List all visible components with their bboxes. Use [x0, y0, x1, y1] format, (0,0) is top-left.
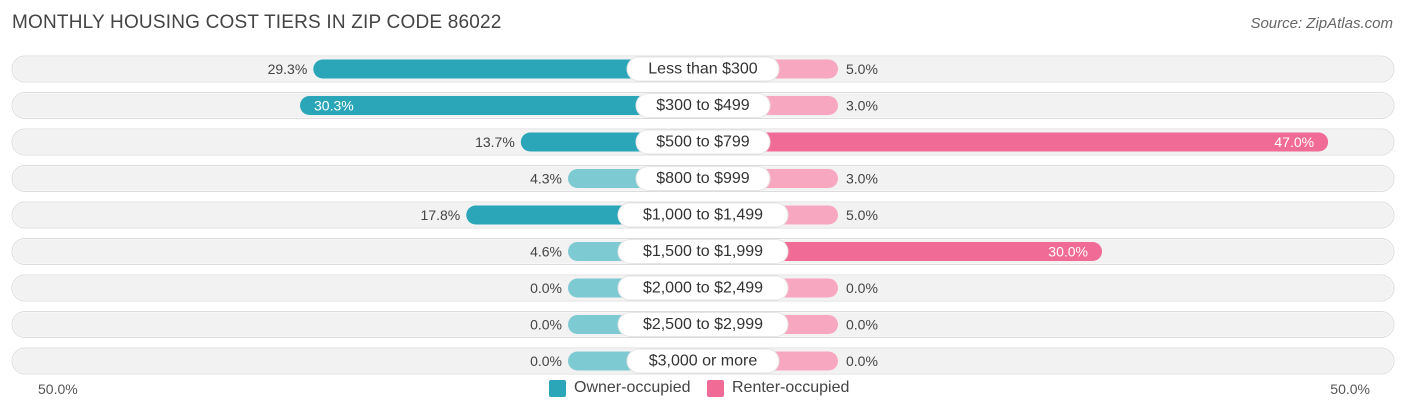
owner-value-label: 17.8% [421, 207, 461, 223]
renter-bar [703, 242, 1102, 261]
category-pill [626, 348, 780, 374]
category-pill [617, 275, 789, 301]
renter-value-label: 47.0% [1274, 134, 1314, 150]
category-pill [617, 239, 789, 264]
category-pill [617, 202, 789, 228]
renter-value-label: 5.0% [846, 61, 878, 77]
chart-title: MONTHLY HOUSING COST TIERS IN ZIP CODE 8… [12, 12, 502, 33]
owner-value-label: 0.0% [530, 280, 562, 296]
legend: Owner-occupied Renter-occupied [0, 379, 1406, 401]
owner-value-label: 0.0% [530, 353, 562, 369]
owner-value-label: 4.3% [530, 171, 562, 187]
category-pill [635, 129, 771, 155]
owner-bar [300, 96, 703, 115]
renter-value-label: 0.0% [846, 353, 878, 369]
renter-value-label: 5.0% [846, 207, 878, 223]
category-label: $1,500 to $1,999 [643, 243, 763, 260]
category-pill [635, 166, 771, 191]
renter-value-label: 0.0% [846, 280, 878, 296]
category-label: Less than $300 [648, 61, 758, 78]
axis-left-label: 50.0% [38, 381, 78, 397]
owner-bar [313, 59, 703, 79]
owner-value-label: 0.0% [530, 317, 562, 333]
axis-right-label: 50.0% [1330, 381, 1370, 397]
diverging-bar-chart: 29.3% 5.0% Less than $300 30.3% 3.0% $300 to … [11, 55, 1395, 375]
renter-value-label: 3.0% [846, 98, 878, 114]
source-note: Source: ZipAtlas.com [1250, 15, 1393, 32]
legend-swatch-renter [707, 379, 724, 397]
renter-value-label: 3.0% [846, 171, 878, 187]
renter-bar [703, 132, 1329, 152]
legend-label-owner: Owner-occupied [574, 379, 691, 396]
owner-value-label: 13.7% [475, 134, 515, 150]
category-label: $800 to $999 [656, 170, 750, 187]
category-label: $300 to $499 [656, 97, 750, 114]
renter-value-label: 0.0% [846, 317, 878, 333]
owner-value-label: 29.3% [268, 61, 308, 77]
owner-value-label: 4.6% [530, 244, 562, 260]
category-pill [617, 312, 789, 337]
legend-swatch-owner [549, 379, 566, 397]
category-label: $2,000 to $2,499 [643, 280, 763, 297]
category-label: $1,000 to $1,499 [643, 207, 763, 224]
legend-item-renter: Renter-occupied [707, 379, 849, 397]
category-label: $500 to $799 [656, 134, 750, 151]
owner-value-label: 30.3% [314, 98, 354, 114]
category-label: $2,500 to $2,999 [643, 316, 763, 333]
legend-item-owner: Owner-occupied [549, 379, 691, 397]
category-pill [626, 56, 780, 82]
legend-label-renter: Renter-occupied [732, 379, 850, 396]
category-pill [635, 93, 771, 118]
category-label: $3,000 or more [649, 353, 758, 370]
renter-value-label: 30.0% [1048, 244, 1088, 260]
